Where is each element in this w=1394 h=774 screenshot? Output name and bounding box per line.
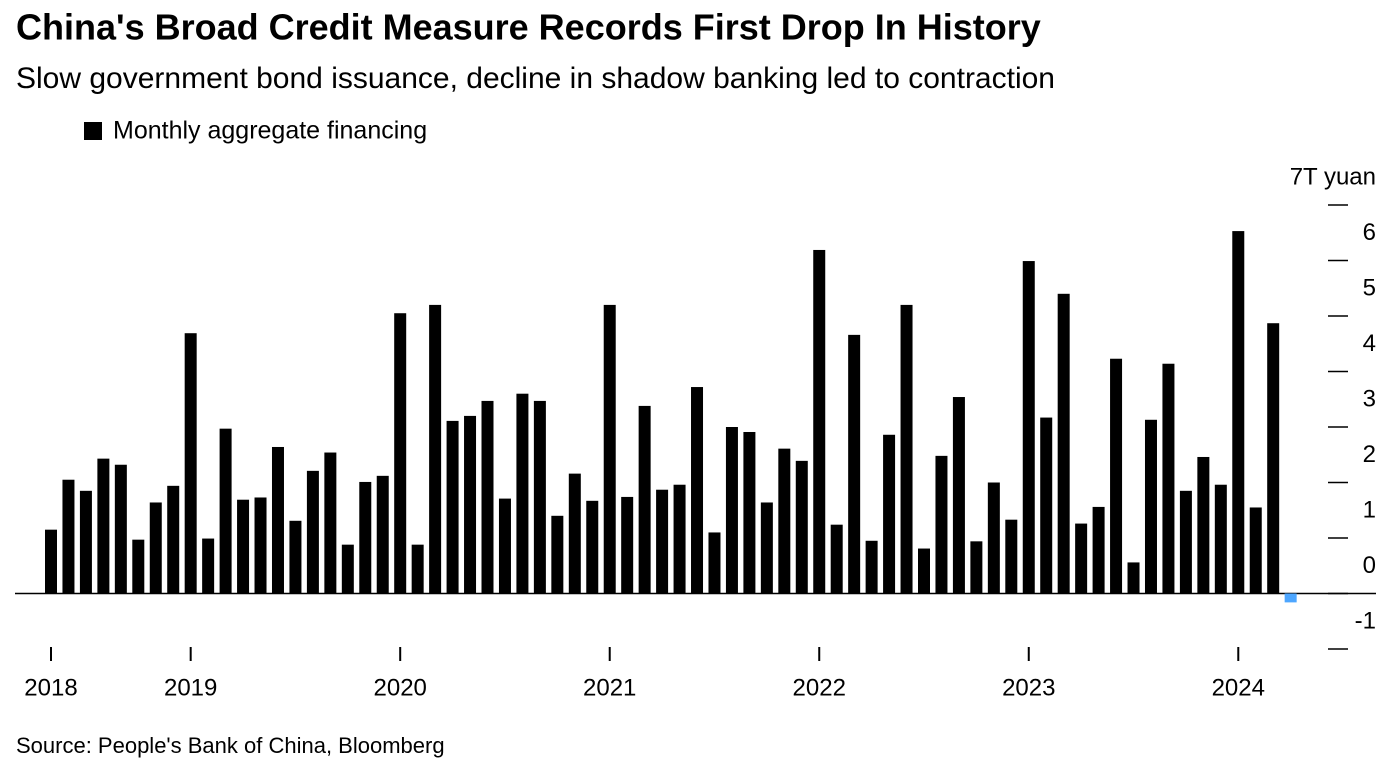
bar (551, 515, 564, 594)
bar (376, 475, 389, 594)
bar (970, 541, 983, 594)
y-tick-label: 1 (1363, 496, 1376, 523)
bar (638, 405, 651, 594)
bar (621, 496, 634, 594)
bar (149, 502, 162, 594)
bar (760, 502, 773, 594)
bar (883, 434, 896, 594)
bar (1022, 261, 1035, 594)
x-tick-label: 2024 (1212, 674, 1265, 701)
y-tick-label: -1 (1355, 607, 1376, 634)
y-tick-label: 5 (1363, 274, 1376, 301)
bar (359, 481, 372, 594)
x-tick-label: 2021 (583, 674, 636, 701)
bar (918, 548, 930, 594)
bar (900, 304, 913, 594)
x-tick-label: 2018 (24, 674, 77, 701)
bar (586, 500, 599, 594)
bar (254, 497, 267, 594)
bar (237, 499, 250, 594)
bar (1232, 231, 1245, 594)
bar (1284, 593, 1297, 603)
chart-subtitle: Slow government bond issuance, decline i… (16, 62, 1055, 95)
x-tick-label: 2023 (1002, 674, 1055, 701)
bar (533, 400, 546, 594)
bar (97, 458, 110, 594)
y-tick-label: 6 (1363, 219, 1376, 246)
bar (1092, 506, 1105, 594)
bar (1110, 358, 1123, 594)
bar (656, 489, 669, 594)
chart-title: China's Broad Credit Measure Records Fir… (16, 7, 1041, 48)
bar (1075, 523, 1088, 594)
bar (114, 464, 127, 594)
bar (62, 479, 75, 594)
bar (464, 415, 477, 594)
bar (167, 485, 180, 594)
bar (341, 544, 354, 594)
bar (516, 393, 529, 594)
y-tick-label: 3 (1363, 385, 1376, 412)
bar (673, 484, 686, 594)
bar (289, 520, 302, 594)
bar (1249, 507, 1262, 594)
bar (1144, 419, 1157, 594)
bar (813, 249, 826, 594)
y-tick-label: 0 (1363, 552, 1376, 579)
bar (952, 397, 965, 594)
bar (830, 524, 843, 594)
bar (568, 473, 581, 594)
bar (743, 431, 756, 594)
y-tick-label: 2 (1363, 441, 1376, 468)
bar (45, 529, 57, 594)
legend-label: Monthly aggregate financing (113, 117, 427, 145)
bar (935, 455, 948, 594)
legend-swatch (84, 122, 102, 140)
bar (1179, 490, 1192, 594)
bar (306, 470, 319, 594)
bar (987, 482, 1000, 594)
bar (271, 446, 284, 594)
bar (1197, 456, 1210, 594)
x-tick-label: 2020 (374, 674, 427, 701)
bar (1162, 363, 1175, 594)
bar (725, 427, 738, 594)
bar (1040, 417, 1053, 594)
bar (394, 313, 407, 594)
bar (691, 387, 704, 594)
source: Source: People's Bank of China, Bloomber… (16, 733, 445, 758)
y-tick-label: 7T yuan (1290, 163, 1376, 190)
bar (446, 420, 459, 594)
bar (1214, 484, 1227, 594)
bar (603, 304, 616, 594)
x-tick-label: 2022 (793, 674, 846, 701)
x-tick-label: 2019 (164, 674, 217, 701)
bar (848, 334, 861, 594)
bar (795, 460, 808, 594)
bar (429, 304, 442, 594)
bar (1005, 519, 1018, 594)
bar (865, 540, 878, 594)
bar (498, 498, 511, 594)
y-tick-label: 4 (1363, 330, 1376, 357)
bar (324, 452, 337, 594)
bar (411, 544, 424, 594)
bar (219, 428, 232, 594)
bar (778, 448, 791, 594)
bar (184, 333, 197, 594)
bar (202, 538, 215, 594)
bar (1267, 323, 1280, 594)
bar (481, 400, 494, 594)
bar (1057, 293, 1070, 594)
bar (708, 532, 721, 594)
bar (1127, 562, 1140, 594)
bar (79, 490, 92, 594)
bar (132, 539, 145, 594)
